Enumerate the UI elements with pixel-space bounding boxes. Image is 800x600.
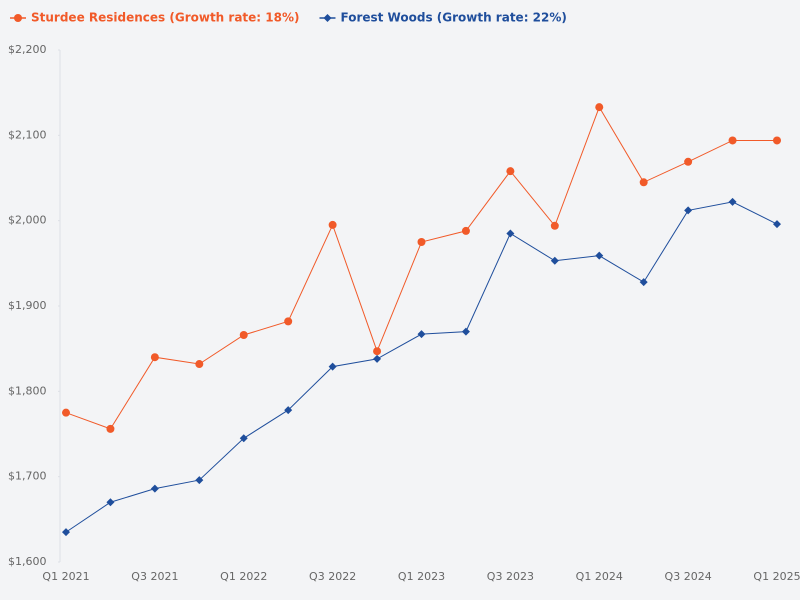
x-tick-label: Q1 2021 <box>42 570 89 583</box>
x-tick-label: Q1 2025 <box>753 570 800 583</box>
data-point <box>62 528 70 537</box>
y-tick-label: $1,600 <box>8 555 47 568</box>
data-point <box>150 484 159 493</box>
data-point <box>284 317 293 326</box>
data-point <box>684 157 693 166</box>
y-tick-label: $2,000 <box>8 214 47 227</box>
y-tick-label: $1,900 <box>8 299 47 312</box>
data-point <box>150 353 159 362</box>
data-point <box>239 434 248 443</box>
data-point <box>328 362 337 371</box>
x-tick-label: Q3 2024 <box>665 570 712 583</box>
data-point <box>550 256 559 265</box>
data-point <box>506 229 515 238</box>
data-point <box>106 498 115 507</box>
data-point <box>773 136 781 145</box>
data-point <box>773 220 781 229</box>
data-point <box>328 220 337 229</box>
data-point <box>595 103 604 112</box>
x-tick-label: Q3 2022 <box>309 570 356 583</box>
data-point <box>595 251 604 260</box>
x-tick-label: Q1 2023 <box>398 570 445 583</box>
data-point <box>284 406 293 415</box>
data-point <box>506 167 515 176</box>
data-point <box>728 197 737 206</box>
series-line <box>65 201 778 533</box>
x-tick-label: Q1 2022 <box>220 570 267 583</box>
x-tick-label: Q1 2024 <box>576 570 623 583</box>
data-point <box>639 278 648 287</box>
legend-marker <box>14 14 22 22</box>
data-point <box>461 226 470 235</box>
legend-marker <box>323 14 332 22</box>
data-point <box>417 330 426 339</box>
data-point <box>373 354 382 363</box>
y-tick-label: $1,700 <box>8 470 47 483</box>
data-point <box>195 360 204 369</box>
y-tick-label: $2,200 <box>8 43 47 56</box>
data-point <box>550 221 559 230</box>
data-point <box>239 331 248 340</box>
data-point <box>461 327 470 336</box>
legend-label: Forest Woods (Growth rate: 22%) <box>340 11 566 25</box>
data-point <box>417 238 426 246</box>
data-point <box>62 408 70 417</box>
data-point <box>684 206 693 215</box>
data-point <box>728 136 737 145</box>
y-tick-label: $1,800 <box>8 384 47 397</box>
data-point <box>106 424 115 433</box>
legend-label: Sturdee Residences (Growth rate: 18%) <box>31 11 299 25</box>
data-point <box>195 476 204 485</box>
y-tick-label: $2,100 <box>8 128 47 141</box>
data-point <box>639 178 648 187</box>
x-tick-label: Q3 2021 <box>131 570 178 583</box>
series-line <box>65 106 777 430</box>
data-point <box>373 347 382 356</box>
x-tick-label: Q3 2023 <box>487 570 534 583</box>
